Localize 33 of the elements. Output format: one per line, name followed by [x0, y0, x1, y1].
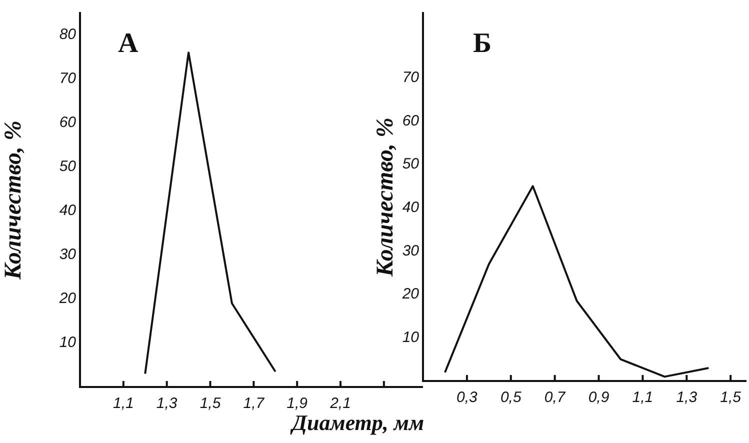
x-tick-label: 1,3 [676, 389, 698, 406]
y-tick-label: 60 [402, 112, 420, 130]
y-tick-label: 70 [59, 70, 77, 88]
y-tick-label: 60 [59, 114, 77, 132]
text: А [118, 28, 139, 60]
x-tick-label: 0,5 [500, 389, 522, 406]
x-tick-label: 1,9 [286, 395, 308, 412]
x-axis-title: Диаметр, мм [292, 410, 424, 436]
x-tick-label: 1,3 [156, 395, 178, 412]
y-tick-label: 80 [59, 26, 77, 44]
y-tick-label: 30 [59, 246, 77, 264]
x-tick-label: 1,7 [243, 395, 265, 412]
x-tick-label: 1,5 [200, 395, 222, 412]
x-tick-label: 1,1 [112, 395, 134, 412]
y-tick-label: 10 [59, 334, 77, 352]
y-axis-title: Количество, % [372, 117, 399, 278]
y-tick-label: 50 [59, 158, 77, 176]
y-tick-label: 50 [402, 156, 420, 173]
y-tick-label: 20 [401, 286, 420, 303]
x-tick-label: 0,3 [456, 389, 478, 406]
y-tick-label: 10 [402, 328, 420, 346]
y-axis-title: Количество, % [0, 120, 27, 281]
x-tick-label: 1,1 [632, 389, 654, 406]
x-tick-label: 1,5 [720, 389, 742, 406]
y-tick-label: 40 [402, 198, 420, 216]
y-tick-label: 40 [59, 202, 77, 220]
x-tick-label: 2,1 [329, 395, 351, 412]
y-tick-label: 20 [58, 290, 77, 308]
x-tick-label: 0,9 [588, 389, 610, 406]
text: Б [473, 28, 492, 60]
x-tick-label: 0,7 [544, 389, 566, 406]
y-tick-label: 70 [402, 69, 420, 86]
y-tick-label: 30 [402, 242, 420, 260]
